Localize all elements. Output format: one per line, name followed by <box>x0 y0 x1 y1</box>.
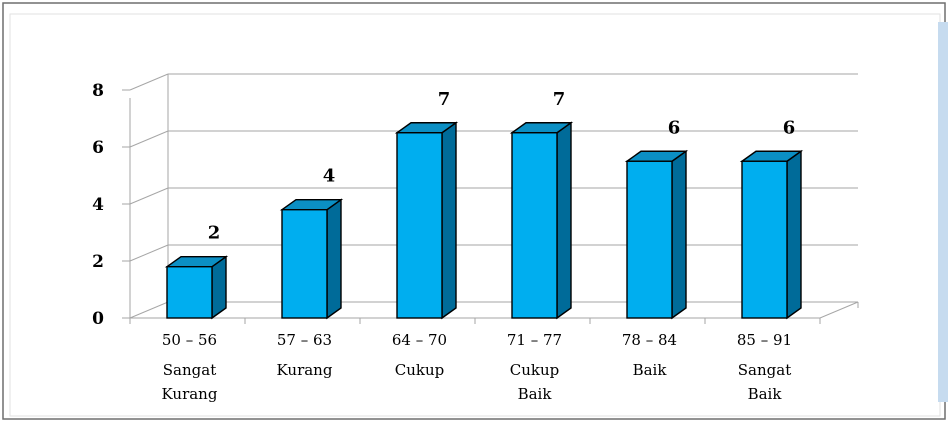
bar <box>394 121 459 320</box>
bar-side <box>441 121 457 320</box>
side-panel <box>938 22 948 402</box>
bar-side <box>326 198 342 320</box>
bar <box>164 255 229 320</box>
bar-front <box>626 160 673 319</box>
bars <box>164 121 804 320</box>
y-tick-label: 4 <box>92 195 104 215</box>
x-category-label: Baik <box>633 361 668 379</box>
data-label: 6 <box>783 117 796 138</box>
labels: 0 2 4 6 8 2 50 – 56 Sangat Kurang 4 57 – 63 Kurang 7… <box>92 81 795 403</box>
x-category-label: Kurang <box>277 361 333 379</box>
gridline-side <box>129 73 169 91</box>
bar <box>279 198 344 320</box>
bar-front <box>166 266 213 319</box>
x-category-range: 57 – 63 <box>277 331 332 349</box>
x-category-label: Cukup <box>510 361 560 379</box>
bar-front <box>511 132 558 319</box>
x-category-label: Cukup <box>395 361 445 379</box>
y-tick-label: 0 <box>92 309 104 329</box>
gridline-side <box>129 130 169 148</box>
x-category-label: Sangat <box>738 361 791 379</box>
x-category-label: Baik <box>518 385 553 403</box>
data-label: 7 <box>438 89 451 110</box>
x-category-label: Baik <box>748 385 783 403</box>
y-tick-label: 2 <box>92 252 104 272</box>
bar-side <box>556 121 572 320</box>
x-category-label: Kurang <box>162 385 218 403</box>
data-label: 6 <box>668 117 681 138</box>
gridline-side <box>129 187 169 205</box>
x-category-range: 64 – 70 <box>392 331 447 349</box>
x-category-range: 71 – 77 <box>507 331 562 349</box>
x-category-range: 85 – 91 <box>737 331 792 349</box>
bar <box>624 149 689 320</box>
y-tick-label: 6 <box>92 138 104 158</box>
bar-side <box>671 149 687 320</box>
bar <box>509 121 574 320</box>
gridline-side <box>129 244 169 262</box>
axes <box>122 74 859 324</box>
data-label: 4 <box>323 166 336 187</box>
y-tick-label: 8 <box>92 81 104 101</box>
data-label: 2 <box>208 223 221 244</box>
bar-front <box>281 208 328 319</box>
x-category-range: 50 – 56 <box>162 331 217 349</box>
x-category-range: 78 – 84 <box>622 331 677 349</box>
bar-front <box>741 160 788 319</box>
bar-side <box>786 149 802 320</box>
data-label: 7 <box>553 89 566 110</box>
bar <box>739 149 804 320</box>
x-category-label: Sangat <box>163 361 216 379</box>
bar-front <box>396 132 443 319</box>
